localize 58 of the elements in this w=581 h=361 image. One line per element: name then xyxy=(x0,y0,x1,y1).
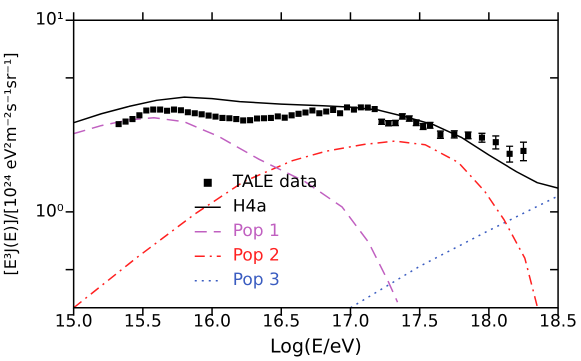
line-series xyxy=(74,116,398,303)
legend-label: TALE data xyxy=(232,172,318,192)
x-tick-label: 18.5 xyxy=(539,311,578,332)
point xyxy=(288,112,295,118)
point xyxy=(150,106,156,113)
point xyxy=(233,116,240,122)
point xyxy=(337,110,344,116)
x-tick-label: 17.0 xyxy=(332,311,370,332)
point xyxy=(350,106,357,113)
point xyxy=(240,117,246,124)
legend-label: H4a xyxy=(232,196,267,217)
point xyxy=(212,114,219,120)
point xyxy=(358,104,364,110)
legend-label: Pop 2 xyxy=(232,246,280,266)
point xyxy=(309,107,316,114)
y-tick-label: 10¹ xyxy=(35,10,64,30)
point xyxy=(282,114,288,121)
point xyxy=(136,112,142,118)
point xyxy=(323,108,330,115)
y-tick-label: 10⁰ xyxy=(35,201,64,222)
point xyxy=(219,114,226,122)
point xyxy=(274,113,281,120)
point xyxy=(330,106,336,114)
point xyxy=(157,106,164,113)
point xyxy=(372,106,378,112)
x-tick-label: 16.5 xyxy=(262,311,300,332)
point xyxy=(364,104,371,111)
point xyxy=(170,106,178,113)
point xyxy=(143,107,150,114)
x-tick-label: 15.5 xyxy=(124,311,162,332)
point xyxy=(198,111,205,118)
point xyxy=(302,109,309,116)
point xyxy=(247,117,254,124)
point xyxy=(184,109,191,116)
point xyxy=(129,116,136,122)
x-tick-label: 15.0 xyxy=(54,311,93,332)
point xyxy=(122,118,129,125)
point xyxy=(226,115,232,122)
point xyxy=(192,110,198,116)
y-axis-title: [E³J(E)]/[10²⁴ eV²m⁻²s⁻¹sr⁻¹] xyxy=(0,52,20,276)
point xyxy=(254,115,260,122)
line-series xyxy=(350,195,558,308)
point xyxy=(344,104,350,110)
x-tick-label: 18.0 xyxy=(470,311,508,332)
point xyxy=(164,108,170,114)
legend-label: Pop 1 xyxy=(232,221,280,242)
point xyxy=(206,112,212,119)
x-axis-title: Log(E/eV) xyxy=(270,336,362,358)
legend-label: Pop 3 xyxy=(232,270,280,290)
x-tick-label: 16.0 xyxy=(193,311,231,332)
line-series xyxy=(74,140,538,308)
point xyxy=(178,107,184,114)
point xyxy=(296,110,302,117)
point xyxy=(116,121,122,128)
point xyxy=(260,115,268,122)
point xyxy=(268,114,274,122)
point xyxy=(316,110,322,116)
x-tick-label: 17.5 xyxy=(400,311,439,332)
